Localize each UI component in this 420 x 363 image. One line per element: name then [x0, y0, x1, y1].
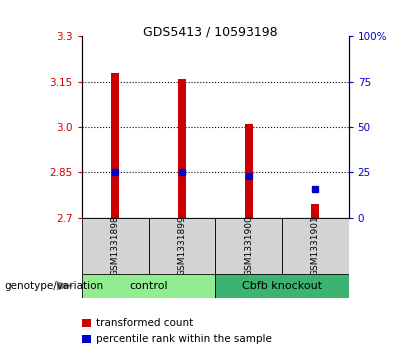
- Text: GSM1331900: GSM1331900: [244, 216, 253, 276]
- Text: genotype/variation: genotype/variation: [4, 281, 103, 291]
- Text: Cbfb knockout: Cbfb knockout: [242, 281, 322, 291]
- Bar: [311, 204, 319, 218]
- Text: control: control: [129, 281, 168, 291]
- Bar: [215, 218, 282, 274]
- Bar: [244, 124, 252, 218]
- Text: GSM1331899: GSM1331899: [177, 216, 186, 276]
- Text: transformed count: transformed count: [96, 318, 194, 328]
- Bar: [282, 218, 349, 274]
- Bar: [111, 73, 119, 218]
- Bar: [178, 79, 186, 218]
- Text: GDS5413 / 10593198: GDS5413 / 10593198: [143, 25, 277, 38]
- Text: GSM1331901: GSM1331901: [311, 216, 320, 276]
- Bar: [215, 274, 349, 298]
- Text: GSM1331898: GSM1331898: [111, 216, 120, 276]
- Bar: [149, 218, 215, 274]
- Bar: [82, 274, 215, 298]
- Text: percentile rank within the sample: percentile rank within the sample: [96, 334, 272, 344]
- Polygon shape: [57, 281, 74, 290]
- Bar: [82, 218, 149, 274]
